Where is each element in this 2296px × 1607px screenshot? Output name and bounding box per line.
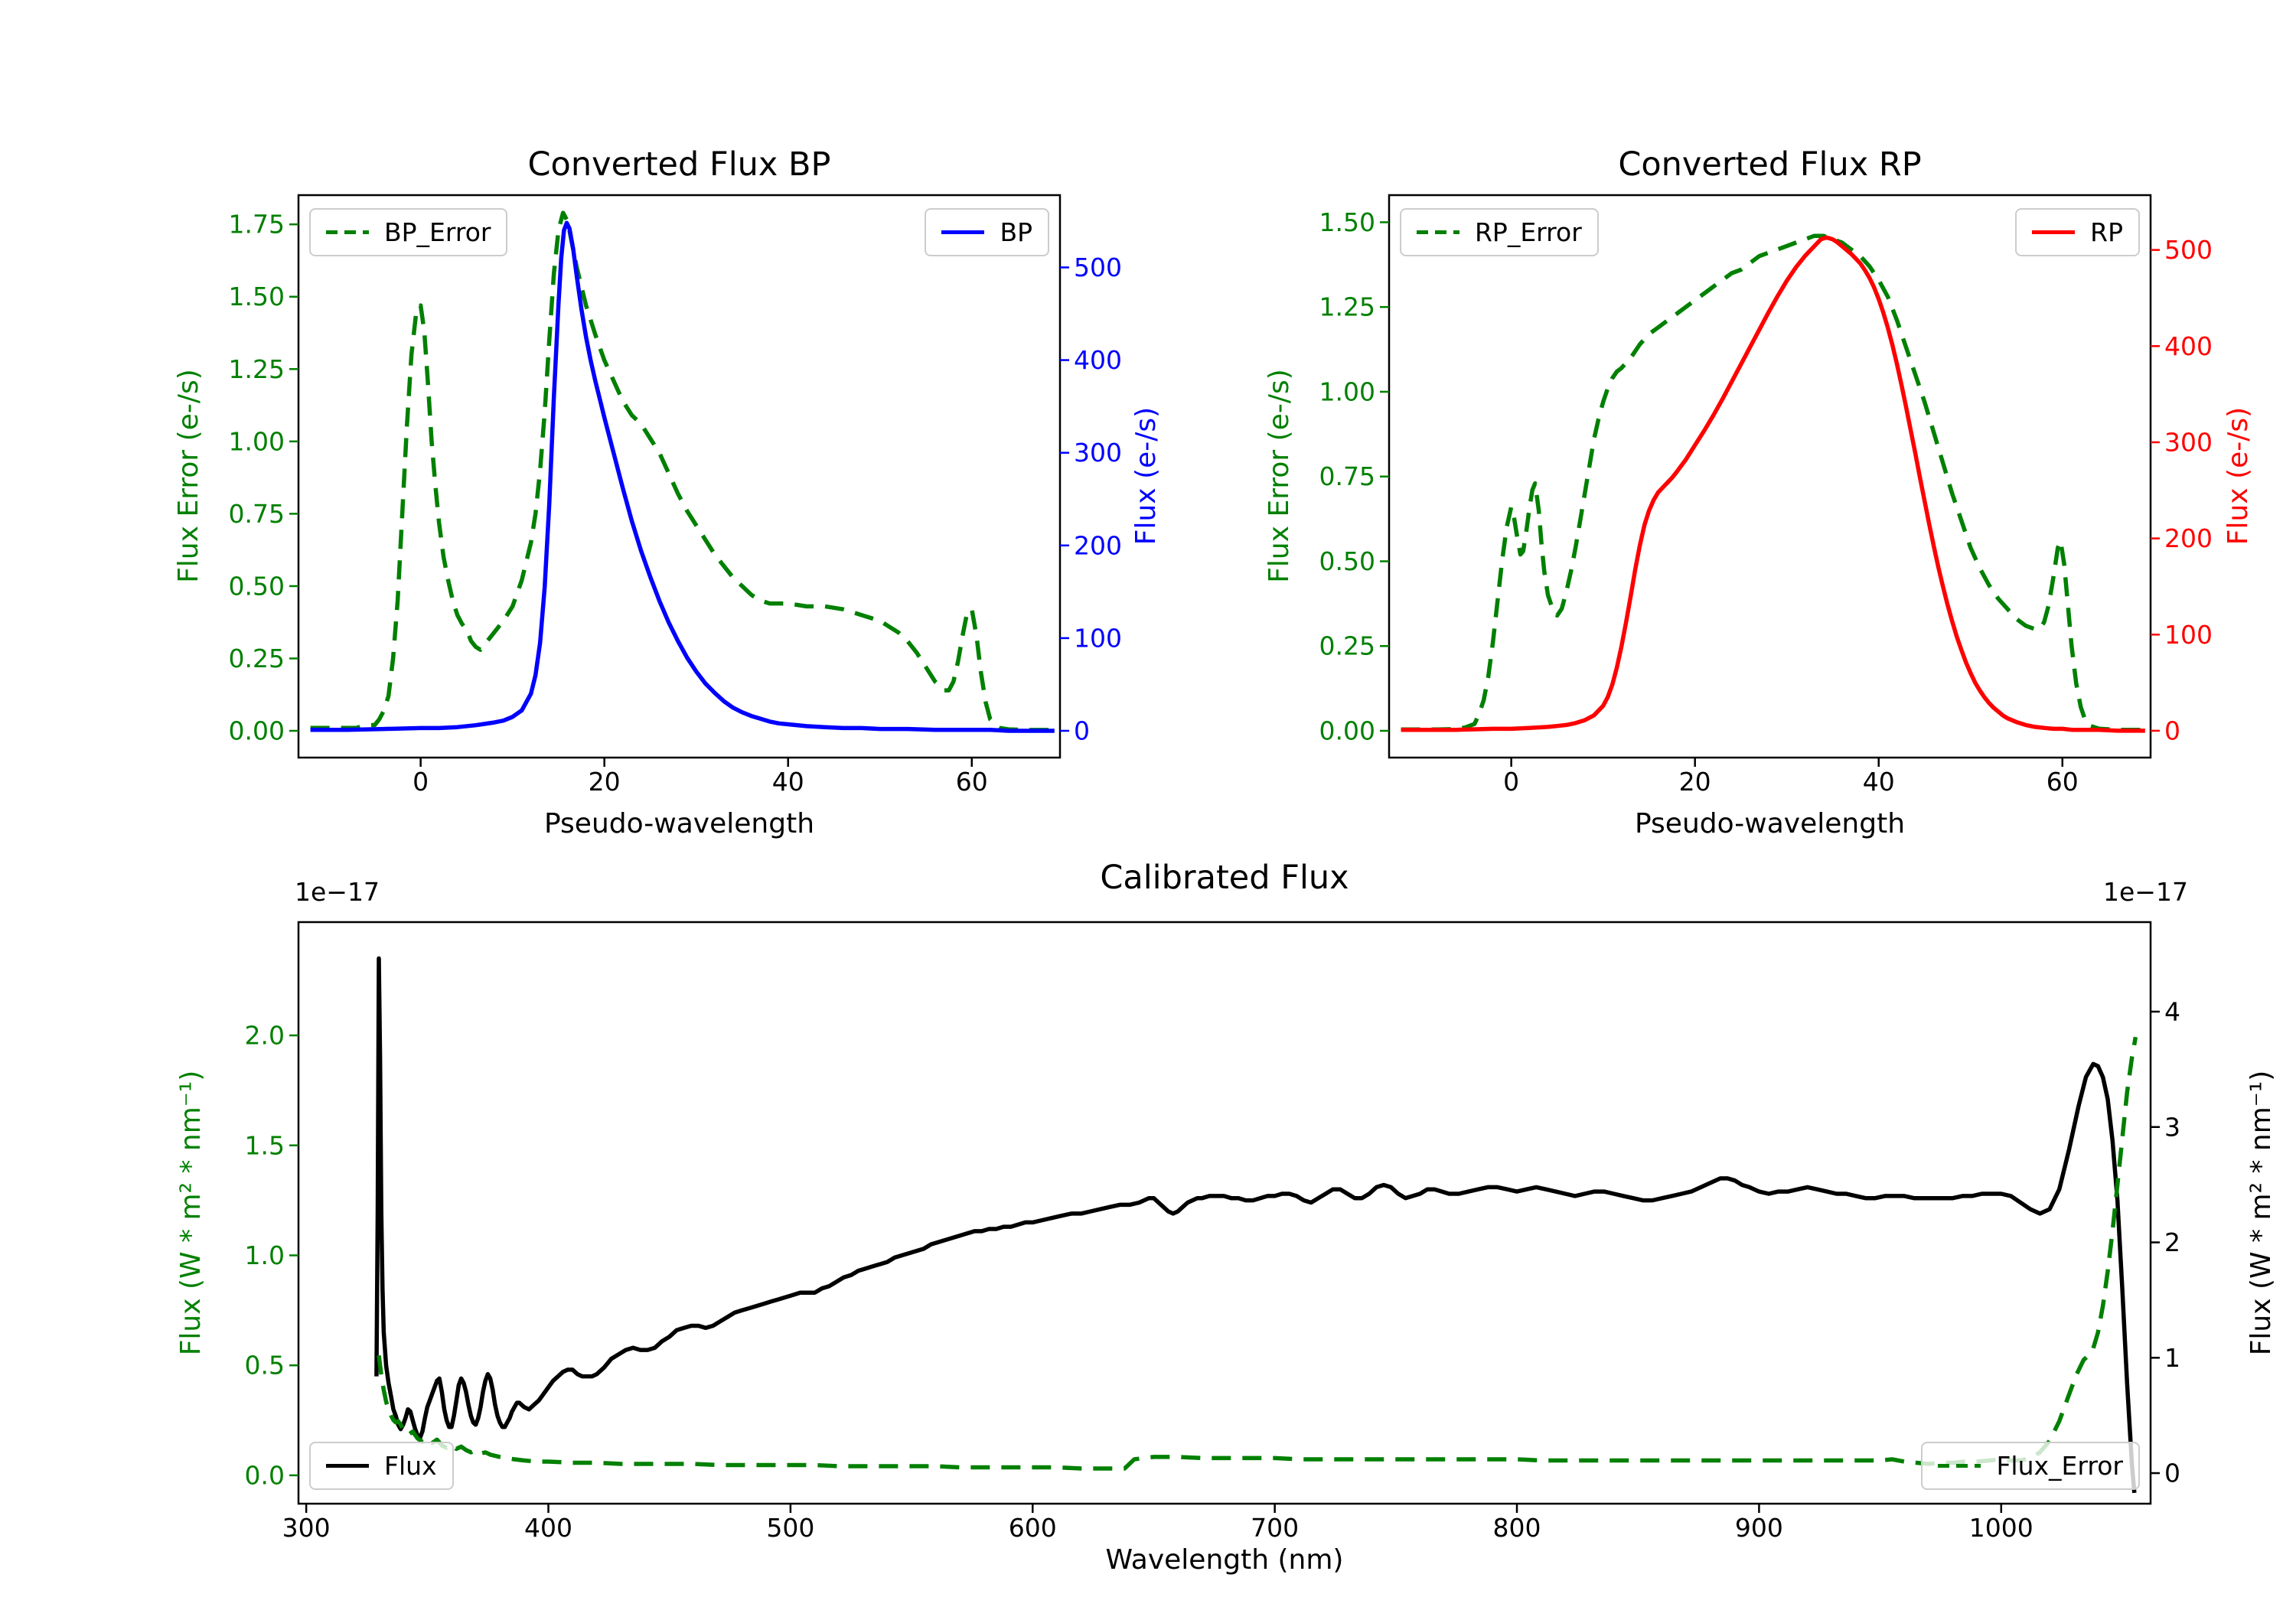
y-right-tick-label: 0 — [2164, 1459, 2180, 1488]
x-tick-label: 40 — [772, 767, 804, 797]
y-right-tick-label: 1 — [2164, 1343, 2180, 1373]
y-left-tick-label: 1.00 — [1319, 376, 1375, 406]
legend-bp: BP — [925, 208, 1049, 256]
legend-flux: Flux — [309, 1442, 454, 1490]
x-tick-label: 1000 — [1969, 1513, 2033, 1543]
legend-bp-error-line-icon — [326, 230, 369, 234]
y-left-tick-label: 0.00 — [229, 716, 285, 746]
y-right-tick-label: 300 — [2164, 427, 2213, 457]
y-left-tick-label: 1.50 — [1319, 207, 1375, 237]
y-left-tick-label: 1.0 — [245, 1240, 285, 1270]
legend-flux-error: Flux_Error — [1921, 1442, 2140, 1490]
axes-frame-cal — [297, 921, 2152, 1505]
legend-rp-error: RP_Error — [1400, 208, 1599, 256]
chart-cal-xlabel: Wavelength (nm) — [1105, 1544, 1344, 1576]
legend-rp: RP — [2015, 208, 2140, 256]
y-right-tick-label: 200 — [2164, 523, 2213, 553]
x-tick-label: 0 — [413, 767, 429, 797]
legend-flux-label: Flux — [384, 1451, 437, 1481]
y-right-tick-label: 2 — [2164, 1227, 2180, 1257]
chart-cal-ylabel-left: Flux (W * m² * nm⁻¹) — [175, 1070, 207, 1356]
chart-rp-ylabel-right: Flux (e-/s) — [2223, 406, 2254, 546]
y-left-tick-label: 0.75 — [1319, 461, 1375, 491]
legend-bp-line-icon — [941, 230, 985, 234]
x-tick-label: 20 — [1679, 767, 1711, 797]
y-left-tick-label: 0.25 — [229, 644, 285, 673]
y-right-tick-label: 400 — [2164, 331, 2213, 361]
x-tick-label: 600 — [1009, 1513, 1057, 1543]
y-left-tick-label: 0.50 — [229, 571, 285, 601]
y-right-tick-label: 400 — [1074, 345, 1122, 375]
legend-bp-error: BP_Error — [309, 208, 508, 256]
series-Flux — [374, 956, 2137, 1494]
y-right-tick-label: 500 — [2164, 235, 2213, 265]
x-tick-label: 40 — [1863, 767, 1895, 797]
chart-rp-title: Converted Flux RP — [1618, 145, 1922, 184]
x-tick-label: 300 — [282, 1513, 331, 1543]
y-left-tick-label: 1.75 — [229, 210, 285, 240]
y-right-tick-label: 4 — [2164, 996, 2180, 1026]
x-tick-label: 60 — [2047, 767, 2079, 797]
legend-bp-error-label: BP_Error — [384, 217, 491, 247]
y-left-tick-label: 2.0 — [245, 1021, 285, 1051]
y-left-tick-label: 1.5 — [245, 1130, 285, 1160]
y-left-tick-label: 1.00 — [229, 426, 285, 456]
y-left-tick-label: 0.50 — [1319, 546, 1375, 576]
chart-bp-ylabel-left: Flux Error (e-/s) — [173, 369, 204, 583]
series-Flux_Error — [377, 1036, 2138, 1471]
y-right-tick-label: 200 — [1074, 530, 1122, 560]
y-left-tick-label: 0.25 — [1319, 631, 1375, 661]
y-right-tick-label: 0 — [2164, 715, 2180, 745]
x-tick-label: 20 — [589, 767, 621, 797]
axes-frame-bp — [297, 194, 1062, 759]
series-RP_Error — [1401, 233, 2145, 732]
y-left-tick-label: 0.5 — [245, 1351, 285, 1380]
y-right-tick-label: 500 — [1074, 253, 1122, 282]
x-tick-label: 800 — [1493, 1513, 1541, 1543]
series-RP — [1401, 235, 2145, 733]
x-tick-label: 700 — [1251, 1513, 1299, 1543]
chart-cal-offset-right: 1e−17 — [2103, 877, 2188, 907]
legend-flux-error-line-icon — [1938, 1464, 1981, 1468]
y-right-tick-label: 100 — [1074, 623, 1122, 653]
axes-frame-rp — [1388, 194, 2152, 759]
legend-rp-error-line-icon — [1417, 230, 1459, 234]
y-right-tick-label: 3 — [2164, 1112, 2180, 1142]
y-left-tick-label: 1.50 — [229, 282, 285, 311]
y-left-tick-label: 0.0 — [245, 1460, 285, 1490]
series-BP — [310, 220, 1055, 733]
chart-bp-title: Converted Flux BP — [527, 145, 831, 184]
chart-bp-ylabel-right: Flux (e-/s) — [1130, 406, 1162, 546]
y-left-tick-label: 0.00 — [1319, 716, 1375, 746]
chart-rp-xlabel: Pseudo-wavelength — [1634, 808, 1906, 839]
chart-cal-ylabel-right: Flux (W * m² * nm⁻¹) — [2245, 1070, 2277, 1356]
chart-rp-ylabel-left: Flux Error (e-/s) — [1264, 369, 1295, 583]
series-BP_Error — [310, 210, 1055, 732]
chart-cal-offset-left: 1e−17 — [295, 877, 380, 907]
x-tick-label: 60 — [956, 767, 988, 797]
x-tick-label: 400 — [524, 1513, 572, 1543]
legend-flux-error-label: Flux_Error — [1996, 1451, 2123, 1481]
y-right-tick-label: 300 — [1074, 438, 1122, 468]
x-tick-label: 500 — [766, 1513, 814, 1543]
legend-rp-label: RP — [2090, 217, 2123, 247]
legend-rp-error-label: RP_Error — [1475, 217, 1582, 247]
y-right-tick-label: 100 — [2164, 620, 2213, 650]
y-right-tick-label: 0 — [1074, 716, 1090, 746]
y-left-tick-label: 1.25 — [229, 354, 285, 384]
legend-flux-line-icon — [326, 1464, 369, 1468]
legend-rp-line-icon — [2032, 230, 2076, 234]
y-left-tick-label: 0.75 — [229, 499, 285, 529]
x-tick-label: 900 — [1735, 1513, 1783, 1543]
chart-bp-xlabel: Pseudo-wavelength — [543, 808, 815, 839]
y-left-tick-label: 1.25 — [1319, 292, 1375, 322]
chart-cal-title: Calibrated Flux — [1100, 859, 1349, 897]
x-tick-label: 0 — [1503, 767, 1519, 797]
legend-bp-label: BP — [1000, 217, 1032, 247]
